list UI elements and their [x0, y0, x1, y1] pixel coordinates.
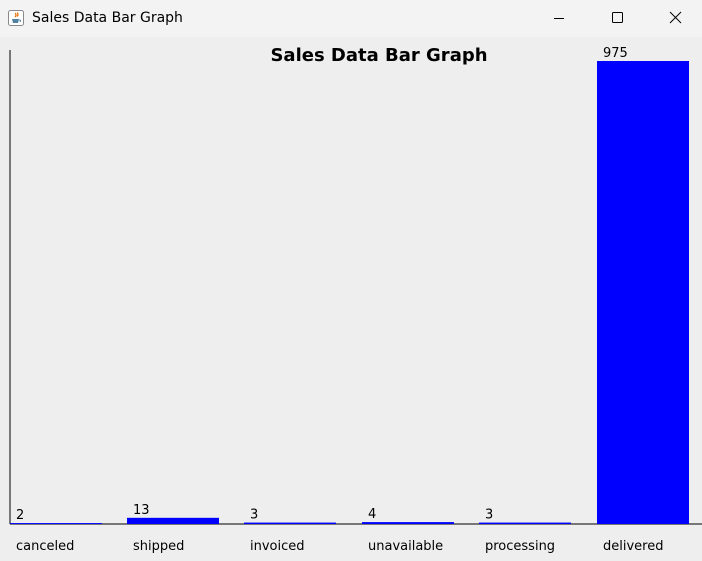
bar-unavailable [362, 522, 454, 524]
close-icon [669, 11, 682, 24]
bar-shipped [127, 517, 219, 524]
chart-panel: Sales Data Bar Graph 2 canceled 13 shipped 3… [0, 37, 702, 561]
bar-invoiced [244, 522, 336, 524]
bar-chart: Sales Data Bar Graph 2 canceled 13 shipped 3… [9, 45, 702, 554]
title-bar[interactable]: Sales Data Bar Graph [0, 0, 702, 37]
category-label: processing [485, 539, 555, 554]
bar-value-label: 13 [133, 503, 150, 518]
category-label: invoiced [250, 539, 305, 554]
bar-delivered [597, 61, 689, 524]
chart-title: Sales Data Bar Graph [270, 45, 487, 66]
minimize-icon [554, 18, 564, 19]
close-button[interactable] [646, 0, 702, 37]
bar-value-label: 3 [250, 508, 258, 523]
window-title: Sales Data Bar Graph [32, 10, 183, 26]
minimize-button[interactable] [530, 0, 588, 37]
java-cup-icon [8, 10, 24, 26]
category-label: delivered [603, 539, 663, 554]
bar-value-label: 975 [603, 46, 628, 61]
category-label: unavailable [368, 539, 443, 554]
bar-value-label: 3 [485, 508, 493, 523]
category-label: shipped [133, 539, 184, 554]
bar-value-label: 2 [16, 508, 24, 523]
maximize-icon [612, 12, 623, 23]
bar-processing [479, 522, 571, 524]
bar-canceled [10, 523, 102, 524]
bar-value-label: 4 [368, 507, 376, 522]
maximize-button[interactable] [588, 0, 646, 37]
category-label: canceled [16, 539, 74, 554]
